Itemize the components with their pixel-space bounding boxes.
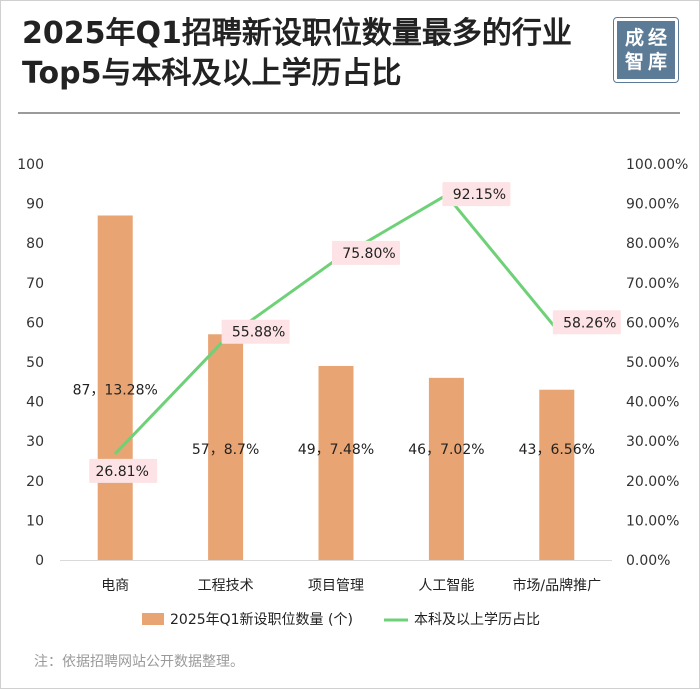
x-tick-label: 人工智能 bbox=[418, 578, 474, 594]
y-left-tick-label: 40 bbox=[26, 395, 44, 411]
bar bbox=[97, 215, 133, 560]
x-tick-label: 市场/品牌推广 bbox=[512, 577, 601, 594]
bar bbox=[208, 334, 244, 560]
y-left-tick-label: 50 bbox=[26, 355, 44, 371]
combo-chart: 0 10 20 30 40 50 60 70 80 90 100 0.00% 10.00% 20.00% 3… bbox=[17, 157, 688, 628]
line-data-label: 58.26% bbox=[563, 315, 616, 331]
line-data-label-bg bbox=[221, 319, 290, 344]
bar bbox=[428, 377, 464, 560]
line-data-label-bg bbox=[442, 182, 511, 207]
line-data-label-bg bbox=[552, 310, 621, 335]
y-right-tick-label: 90.00% bbox=[626, 197, 679, 213]
x-tick-label: 工程技术 bbox=[198, 578, 254, 594]
bar-data-label: 49，7.48% bbox=[298, 442, 374, 458]
y-left-tick-label: 30 bbox=[26, 434, 44, 450]
y-left-tick-label: 0 bbox=[35, 553, 44, 569]
y-left-tick-label: 70 bbox=[26, 276, 44, 292]
legend-label-bar: 2025年Q1新设职位数量 (个) bbox=[170, 612, 353, 628]
seal-char: 经 bbox=[647, 27, 667, 49]
y-right-tick-label: 50.00% bbox=[626, 355, 679, 371]
line-data-label: 92.15% bbox=[453, 187, 506, 203]
y-right-tick-label: 10.00% bbox=[626, 513, 679, 529]
x-tick-label: 项目管理 bbox=[308, 578, 364, 594]
y-right-tick-label: 70.00% bbox=[626, 276, 679, 292]
bar-data-label: 46，7.02% bbox=[408, 442, 484, 458]
seal-char: 库 bbox=[647, 51, 667, 73]
y-left-tick-label: 100 bbox=[17, 157, 44, 173]
bar-data-label: 43，6.56% bbox=[519, 442, 595, 458]
line-data-label-bg bbox=[332, 240, 400, 265]
title-divider bbox=[18, 112, 680, 114]
bar-data-label: 57，8.7% bbox=[192, 442, 259, 458]
legend-label-line: 本科及以上学历占比 bbox=[414, 612, 540, 628]
y-left-tick-label: 90 bbox=[26, 197, 44, 213]
line-data-label: 75.80% bbox=[342, 246, 395, 262]
bar bbox=[318, 365, 354, 560]
y-right-tick-label: 60.00% bbox=[626, 315, 679, 331]
x-tick-label: 电商 bbox=[101, 578, 129, 594]
line-data-label-bg bbox=[89, 458, 158, 483]
line-data-label: 26.81% bbox=[96, 464, 149, 480]
bar-data-label: 87，13.28% bbox=[73, 383, 158, 399]
y-left-tick-label: 80 bbox=[26, 236, 44, 252]
y-right-tick-label: 40.00% bbox=[626, 395, 679, 411]
y-left-tick-label: 10 bbox=[26, 513, 44, 529]
y-right-tick-label: 80.00% bbox=[626, 236, 679, 252]
y-right-tick-label: 30.00% bbox=[626, 434, 679, 450]
legend-swatch-bar bbox=[142, 613, 164, 625]
footnote: 注：依据招聘网站公开数据整理。 bbox=[34, 654, 244, 670]
y-left-tick-label: 60 bbox=[26, 315, 44, 331]
y-right-tick-label: 100.00% bbox=[626, 157, 688, 173]
seal-char: 成 bbox=[624, 27, 644, 49]
y-right-tick-label: 20.00% bbox=[626, 474, 679, 490]
y-left-tick-label: 20 bbox=[26, 474, 44, 490]
brand-seal-logo: 成 经 智 库 bbox=[613, 17, 679, 83]
chart-title: 2025年Q1招聘新设职位数量最多的行业Top5与本科及以上学历占比 bbox=[22, 16, 572, 91]
seal-char: 智 bbox=[624, 51, 644, 73]
y-right-tick-label: 0.00% bbox=[626, 553, 670, 569]
line-data-label: 55.88% bbox=[232, 325, 285, 341]
bar bbox=[539, 389, 575, 560]
